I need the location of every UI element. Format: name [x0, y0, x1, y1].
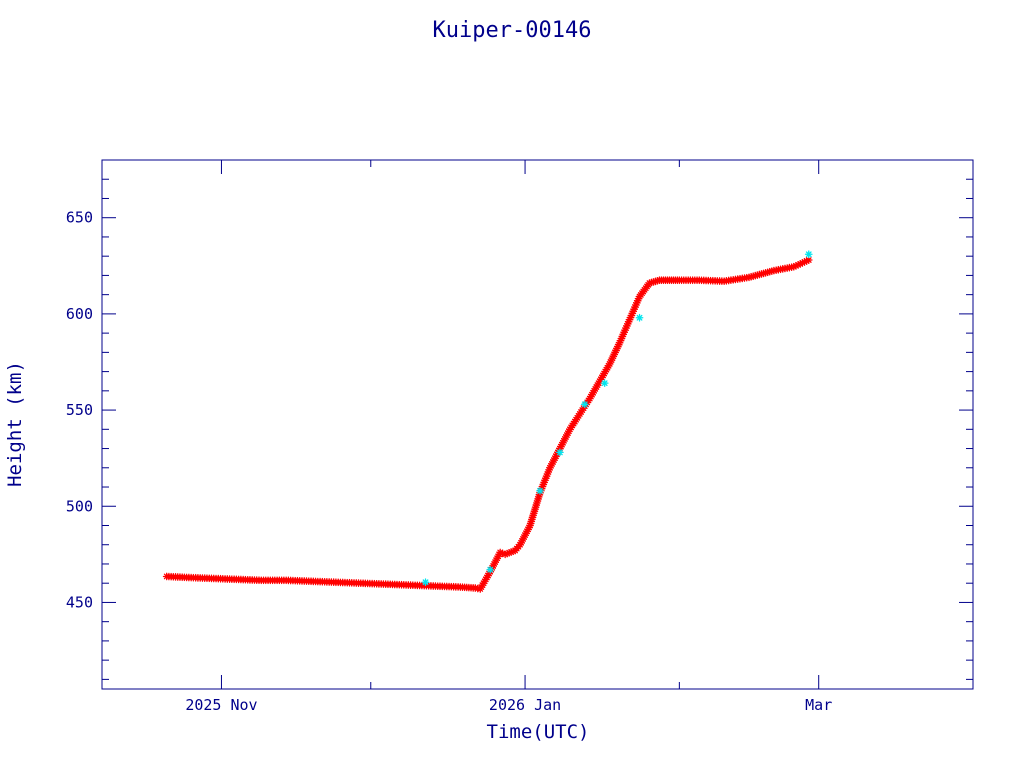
asterisk-stroke	[601, 380, 608, 387]
data-point	[536, 487, 544, 495]
x-axis-label: Time(UTC)	[487, 721, 590, 743]
asterisk-stroke	[805, 257, 812, 263]
asterisk-stroke	[581, 401, 588, 408]
x-tick-label: 2025 Nov	[185, 696, 257, 714]
asterisk-stroke	[422, 579, 429, 586]
axis-tick-labels: 450 500 550 600 650 2025 Nov 2026 Jan Mar	[66, 209, 832, 714]
asterisk-stroke	[499, 550, 506, 557]
y-tick-label: 450	[66, 593, 93, 611]
asterisk-stroke	[805, 251, 812, 258]
asterisk-stroke	[537, 487, 543, 494]
y-tick-label: 550	[66, 401, 93, 419]
series-1	[421, 250, 813, 587]
asterisk-stroke	[497, 549, 504, 556]
data-points	[162, 250, 813, 593]
y-axis-label: Height (km)	[4, 361, 26, 487]
asterisk-stroke	[487, 566, 494, 573]
asterisk-stroke	[557, 449, 563, 456]
data-point	[486, 565, 495, 574]
y-tick-label: 500	[66, 497, 93, 515]
axis-ticks	[102, 159, 974, 689]
data-point	[556, 448, 564, 457]
chart-title: Kuiper-00146	[433, 18, 592, 43]
x-tick-label: Mar	[805, 696, 832, 714]
data-point	[635, 313, 644, 322]
data-point	[600, 379, 609, 387]
plot-frame	[101, 159, 974, 690]
asterisk-stroke	[636, 314, 643, 321]
series-0	[162, 256, 813, 593]
data-point	[804, 250, 813, 259]
x-tick-label: 2026 Jan	[489, 696, 561, 714]
data-point	[580, 400, 589, 409]
y-tick-label: 600	[66, 305, 93, 323]
data-point	[421, 578, 430, 587]
y-tick-label: 650	[66, 209, 93, 227]
